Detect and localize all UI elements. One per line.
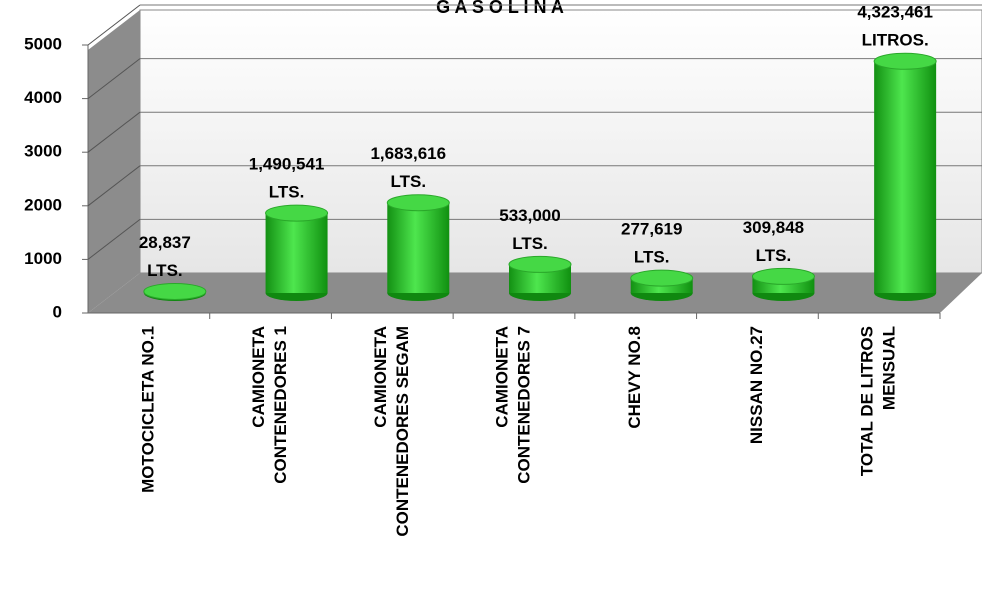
value-label: LTS. [147,261,183,280]
value-label: LTS. [512,234,548,253]
y-tick-label: 4000 [24,88,62,107]
y-tick-label: 1000 [24,249,62,268]
grid-line [87,165,141,207]
cylinder-top [873,52,937,70]
x-tick-label: MOTOCICLETA NO.1 [138,326,157,493]
cylinder-top [630,269,694,287]
grid-line [87,4,141,46]
value-label: 28,837 [139,233,191,252]
cylinder-top [143,282,207,300]
cylinder-top [751,267,815,285]
x-tick-label: NISSAN NO.27 [747,326,766,444]
chart-title: G A S O L I N A [436,0,564,17]
value-label: LTS. [756,246,792,265]
x-tick-label: CAMIONETA [371,326,390,428]
x-tick-label: CONTENEDORES 1 [271,326,290,484]
value-label: LTS. [634,248,670,267]
grid-line [87,219,141,260]
cylinder-top [508,255,572,273]
bar [387,202,450,293]
grid-line [87,111,141,153]
y-tick-label: 0 [53,302,62,321]
x-tick-label: TOTAL DE LITROS [858,326,877,476]
y-tick-label: 2000 [24,195,62,214]
value-label: 533,000 [499,206,560,225]
value-label: LITROS. [862,31,929,50]
y-tick-label: 3000 [24,142,62,161]
bar [265,213,328,293]
x-tick-label: CAMIONETA [492,326,511,428]
x-tick-label: CONTENEDORES SEGAM [393,326,412,537]
x-tick-label: MENSUAL [880,326,899,410]
grid-line [87,58,141,99]
bar [874,61,937,294]
cylinder-top [265,204,329,222]
value-label: 1,490,541 [249,155,325,174]
x-tick-label: CONTENEDORES 7 [514,326,533,484]
value-label: 277,619 [621,220,682,239]
x-tick-label: CAMIONETA [249,326,268,428]
x-tick-label: CHEVY NO.8 [625,326,644,429]
value-label: 1,683,616 [370,144,446,163]
cylinder-top [386,194,450,212]
y-tick-label: 5000 [24,34,62,53]
title-bg [380,0,620,8]
value-label: LTS. [269,183,305,202]
side-wall [88,10,140,313]
value-label: 4,323,461 [857,3,933,22]
value-label: 309,848 [743,218,804,237]
value-label: LTS. [390,172,426,191]
